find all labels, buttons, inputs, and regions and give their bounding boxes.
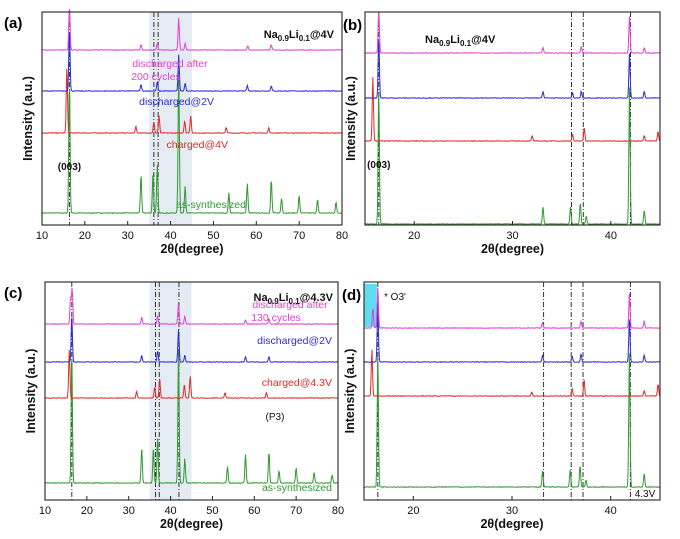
x-axis-label: 2θ(degree) (481, 242, 544, 256)
y-axis-label: Intensity (a.u.) (344, 76, 358, 161)
series-line (364, 11, 660, 55)
panel-label: (a) (4, 15, 22, 32)
x-tick-label: 60 (250, 230, 262, 242)
series-line (44, 288, 339, 325)
plot-frame (363, 281, 661, 501)
annotation-voltage: 4.3V (635, 489, 656, 500)
x-tick-label: 40 (164, 505, 176, 517)
series-line (364, 77, 661, 143)
panel-label: (b) (343, 17, 362, 34)
panel-title: Na0.9Li0.1@4V (425, 34, 496, 48)
series-line (41, 9, 343, 51)
x-tick-label: 30 (506, 505, 518, 517)
series-label: 130 cycles (251, 312, 301, 324)
shaded-region (364, 284, 377, 327)
x-tick-label: 20 (79, 230, 91, 242)
x-tick-label: 40 (164, 230, 176, 242)
series-line (363, 287, 661, 330)
plot-frame (41, 11, 343, 226)
annotation-o3: * O3' (384, 292, 406, 303)
series-label: discharged@2V (257, 335, 332, 347)
series-label: 200 cycles (131, 71, 181, 83)
series-label: discharged@2V (139, 96, 214, 108)
panel-title: Na0.9Li0.1@4V (264, 29, 335, 43)
series-line (41, 70, 343, 215)
x-tick-label: 20 (81, 505, 93, 517)
series-label: as-synthesized (176, 199, 246, 211)
x-tick-label: 70 (290, 505, 302, 517)
annotation-003: (003) (58, 162, 81, 173)
panel-0: as-synthesized charged@4V discharged@2V dis… (4, 9, 348, 256)
series-line (41, 34, 343, 93)
panel-2: as-synthesized charged@4.3V discharged@2V d… (4, 281, 344, 531)
series-line (364, 87, 661, 225)
x-tick-label: 30 (506, 230, 518, 242)
x-axis-label: 2θ(degree) (480, 517, 543, 531)
panel-label: (c) (4, 285, 22, 302)
series-line (44, 348, 339, 485)
series-label: charged@4.3V (262, 377, 332, 389)
series-label: as-synthesized (262, 482, 332, 494)
x-axis-label: 2θ(degree) (160, 242, 223, 256)
x-tick-label: 40 (605, 505, 617, 517)
series-line (363, 349, 661, 397)
series-label: discharged after (252, 299, 328, 311)
panel-1: 20 30 40 2θ(degree) Intensity (a.u.) (b) Na0.9… (343, 11, 661, 256)
x-tick-label: 50 (207, 230, 219, 242)
series-label: discharged after (132, 58, 208, 70)
x-tick-label: 70 (293, 230, 305, 242)
series-line (44, 349, 339, 399)
panel-label: (d) (342, 287, 361, 304)
x-tick-label: 50 (206, 505, 218, 517)
x-axis-label: 2θ(degree) (160, 517, 223, 531)
series-line (363, 304, 661, 363)
x-tick-label: 60 (248, 505, 260, 517)
x-tick-label: 20 (408, 230, 420, 242)
x-tick-label: 40 (605, 230, 617, 242)
series-line (364, 39, 660, 100)
x-tick-label: 30 (122, 230, 134, 242)
annotation-003: (003) (367, 160, 390, 171)
series-label: charged@4V (167, 139, 228, 151)
panel-title: Na0.9Li0.1@4.3V (254, 292, 334, 306)
series-line (44, 317, 339, 363)
series-line (363, 353, 660, 488)
y-axis-label: Intensity (a.u.) (24, 349, 38, 434)
plot-frame (364, 11, 661, 226)
annotation-p3: (P3) (266, 412, 285, 423)
panel-3: 20 30 40 2θ(degree) Intensity (a.u.) (d) * O3'… (342, 281, 661, 531)
x-tick-label: 10 (36, 230, 48, 242)
x-tick-label: 80 (332, 505, 344, 517)
x-tick-label: 10 (39, 505, 51, 517)
x-tick-label: 80 (336, 230, 348, 242)
x-tick-label: 20 (407, 505, 419, 517)
plot-frame (44, 281, 339, 501)
y-axis-label: Intensity (a.u.) (343, 349, 357, 434)
y-axis-label: Intensity (a.u.) (21, 76, 35, 161)
x-tick-label: 30 (123, 505, 135, 517)
series-line (41, 68, 343, 134)
